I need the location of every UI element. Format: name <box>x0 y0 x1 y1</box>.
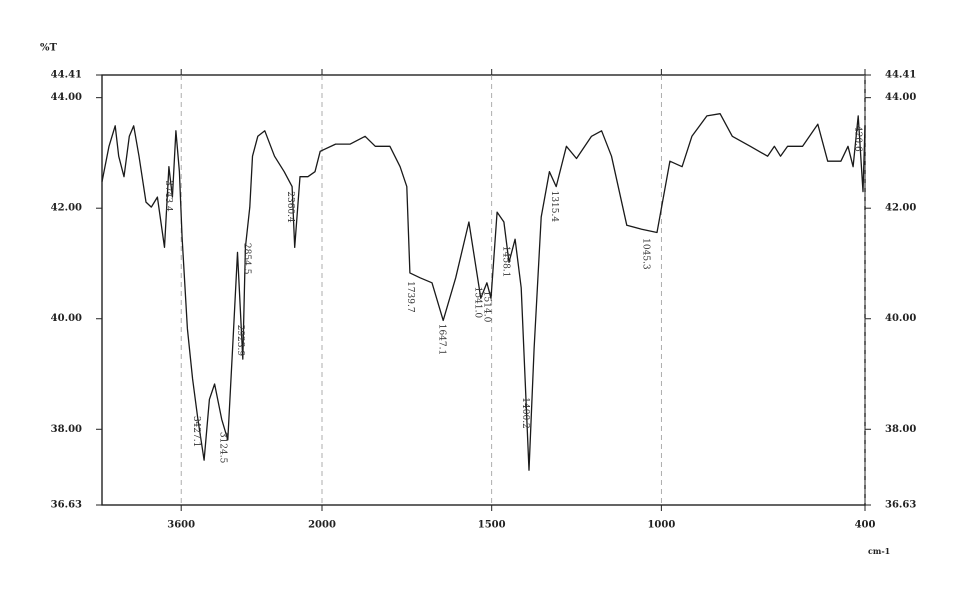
x-tick-label: 3600 <box>167 520 195 531</box>
y-tick-label: 38.00 <box>51 424 82 435</box>
peak-label: 2360.4 <box>285 191 295 223</box>
y-tick-label: 42.00 <box>51 203 82 214</box>
peak-label: 1739.7 <box>405 281 415 313</box>
y-tick-label-right: 36.63 <box>885 500 916 511</box>
plot-frame <box>101 74 866 506</box>
y-tick-label: 36.63 <box>51 500 82 511</box>
peak-label: 1400.2 <box>520 397 530 429</box>
peak-label: 1514.0 <box>481 291 491 323</box>
y-tick-label: 44.41 <box>51 70 82 81</box>
peak-label: 1315.4 <box>549 191 559 223</box>
x-tick-label: 1500 <box>478 520 506 531</box>
peak-label: 2923.9 <box>235 325 245 357</box>
spectrum-line <box>101 113 866 471</box>
x-tick-label: 1000 <box>647 520 675 531</box>
peak-label: 3427.1 <box>191 416 201 448</box>
y-tick-label-right: 38.00 <box>885 424 916 435</box>
peak-label: 1647.1 <box>436 324 446 356</box>
y-axis-label: %T <box>40 43 58 54</box>
peak-label: 420.6 <box>853 126 863 152</box>
y-tick-label: 40.00 <box>51 313 82 324</box>
y-tick-label-right: 44.41 <box>885 70 916 81</box>
peak-label: 1045.3 <box>641 238 651 270</box>
y-tick-label-right: 40.00 <box>885 313 916 324</box>
y-tick-label: 44.00 <box>51 92 82 103</box>
y-tick-label-right: 42.00 <box>885 203 916 214</box>
peak-label: 2854.5 <box>241 243 251 275</box>
peak-label: 3124.5 <box>218 432 228 464</box>
x-tick-label: 2000 <box>308 520 336 531</box>
x-axis-label: cm-1 <box>868 546 890 556</box>
x-tick-label: 400 <box>855 520 876 531</box>
y-tick-label-right: 44.00 <box>885 92 916 103</box>
peak-label: 1458.1 <box>500 246 510 278</box>
peak-label: 3743.4 <box>163 180 173 212</box>
peak-label: 1541.0 <box>472 287 482 319</box>
